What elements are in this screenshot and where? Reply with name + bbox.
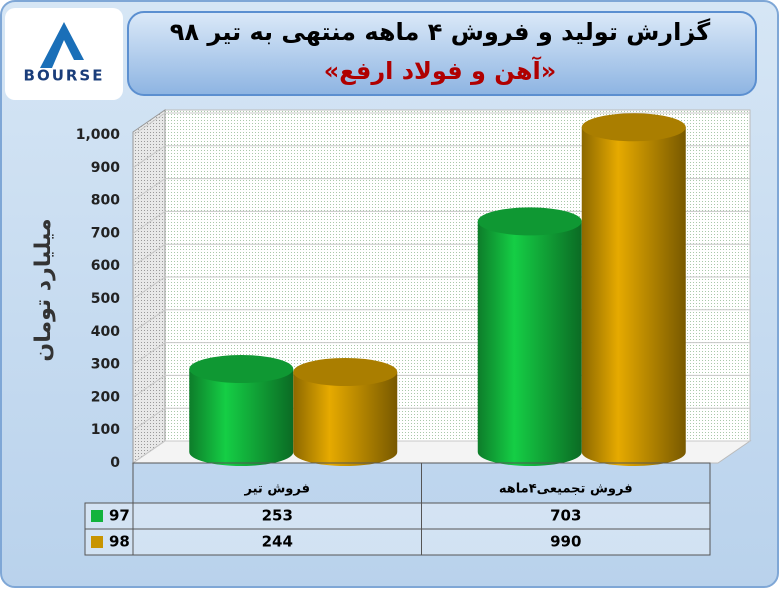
y-tick-label: 300 <box>91 357 120 373</box>
title-banner <box>127 11 757 96</box>
grid-line <box>132 112 750 136</box>
y-tick-label: 800 <box>91 193 120 209</box>
logo-text: BOURSE <box>24 67 105 85</box>
x-tick-label: فروش تجمیعی۴ماهه <box>499 482 633 497</box>
legend-swatch <box>91 536 103 548</box>
grid-line <box>132 178 750 202</box>
y-tick-label: 900 <box>91 160 120 176</box>
y-tick-label: 500 <box>91 291 120 307</box>
table-row <box>84 502 711 530</box>
bar <box>293 371 398 467</box>
bar <box>189 369 294 467</box>
y-tick-label: 1,000 <box>76 127 121 143</box>
legend-label: 98 <box>109 533 130 551</box>
chart-subtitle: «آهن و فولاد ارفع» <box>324 56 557 85</box>
logo-box <box>5 8 123 100</box>
table-value: 703 <box>550 507 581 525</box>
table-row <box>84 528 711 556</box>
bar-top <box>189 355 294 384</box>
y-tick-label: 100 <box>91 422 120 438</box>
bar <box>581 127 686 467</box>
grid-line <box>132 145 750 169</box>
y-axis-label: میلیارد تومان <box>31 218 56 361</box>
y-tick-label: 700 <box>91 225 120 241</box>
y-tick-label: 600 <box>91 258 120 274</box>
side-wall <box>132 109 166 464</box>
y-tick-label: 0 <box>110 455 120 471</box>
chart-title: گزارش تولید و فروش ۴ ماهه منتهی به تیر ۹… <box>170 18 711 46</box>
bar-top <box>477 207 582 236</box>
logo-icon <box>40 22 84 68</box>
bar-top <box>293 357 398 386</box>
legend-label: 97 <box>109 507 130 525</box>
table-value: 253 <box>262 507 293 525</box>
bar-top <box>581 113 686 142</box>
bar <box>477 221 582 467</box>
y-tick-label: 400 <box>91 324 120 340</box>
y-tick-label: 200 <box>91 389 120 405</box>
x-tick-label: فروش تیر <box>244 482 310 497</box>
table-value: 244 <box>262 533 293 551</box>
legend-swatch <box>91 510 103 522</box>
table-value: 990 <box>550 533 581 551</box>
